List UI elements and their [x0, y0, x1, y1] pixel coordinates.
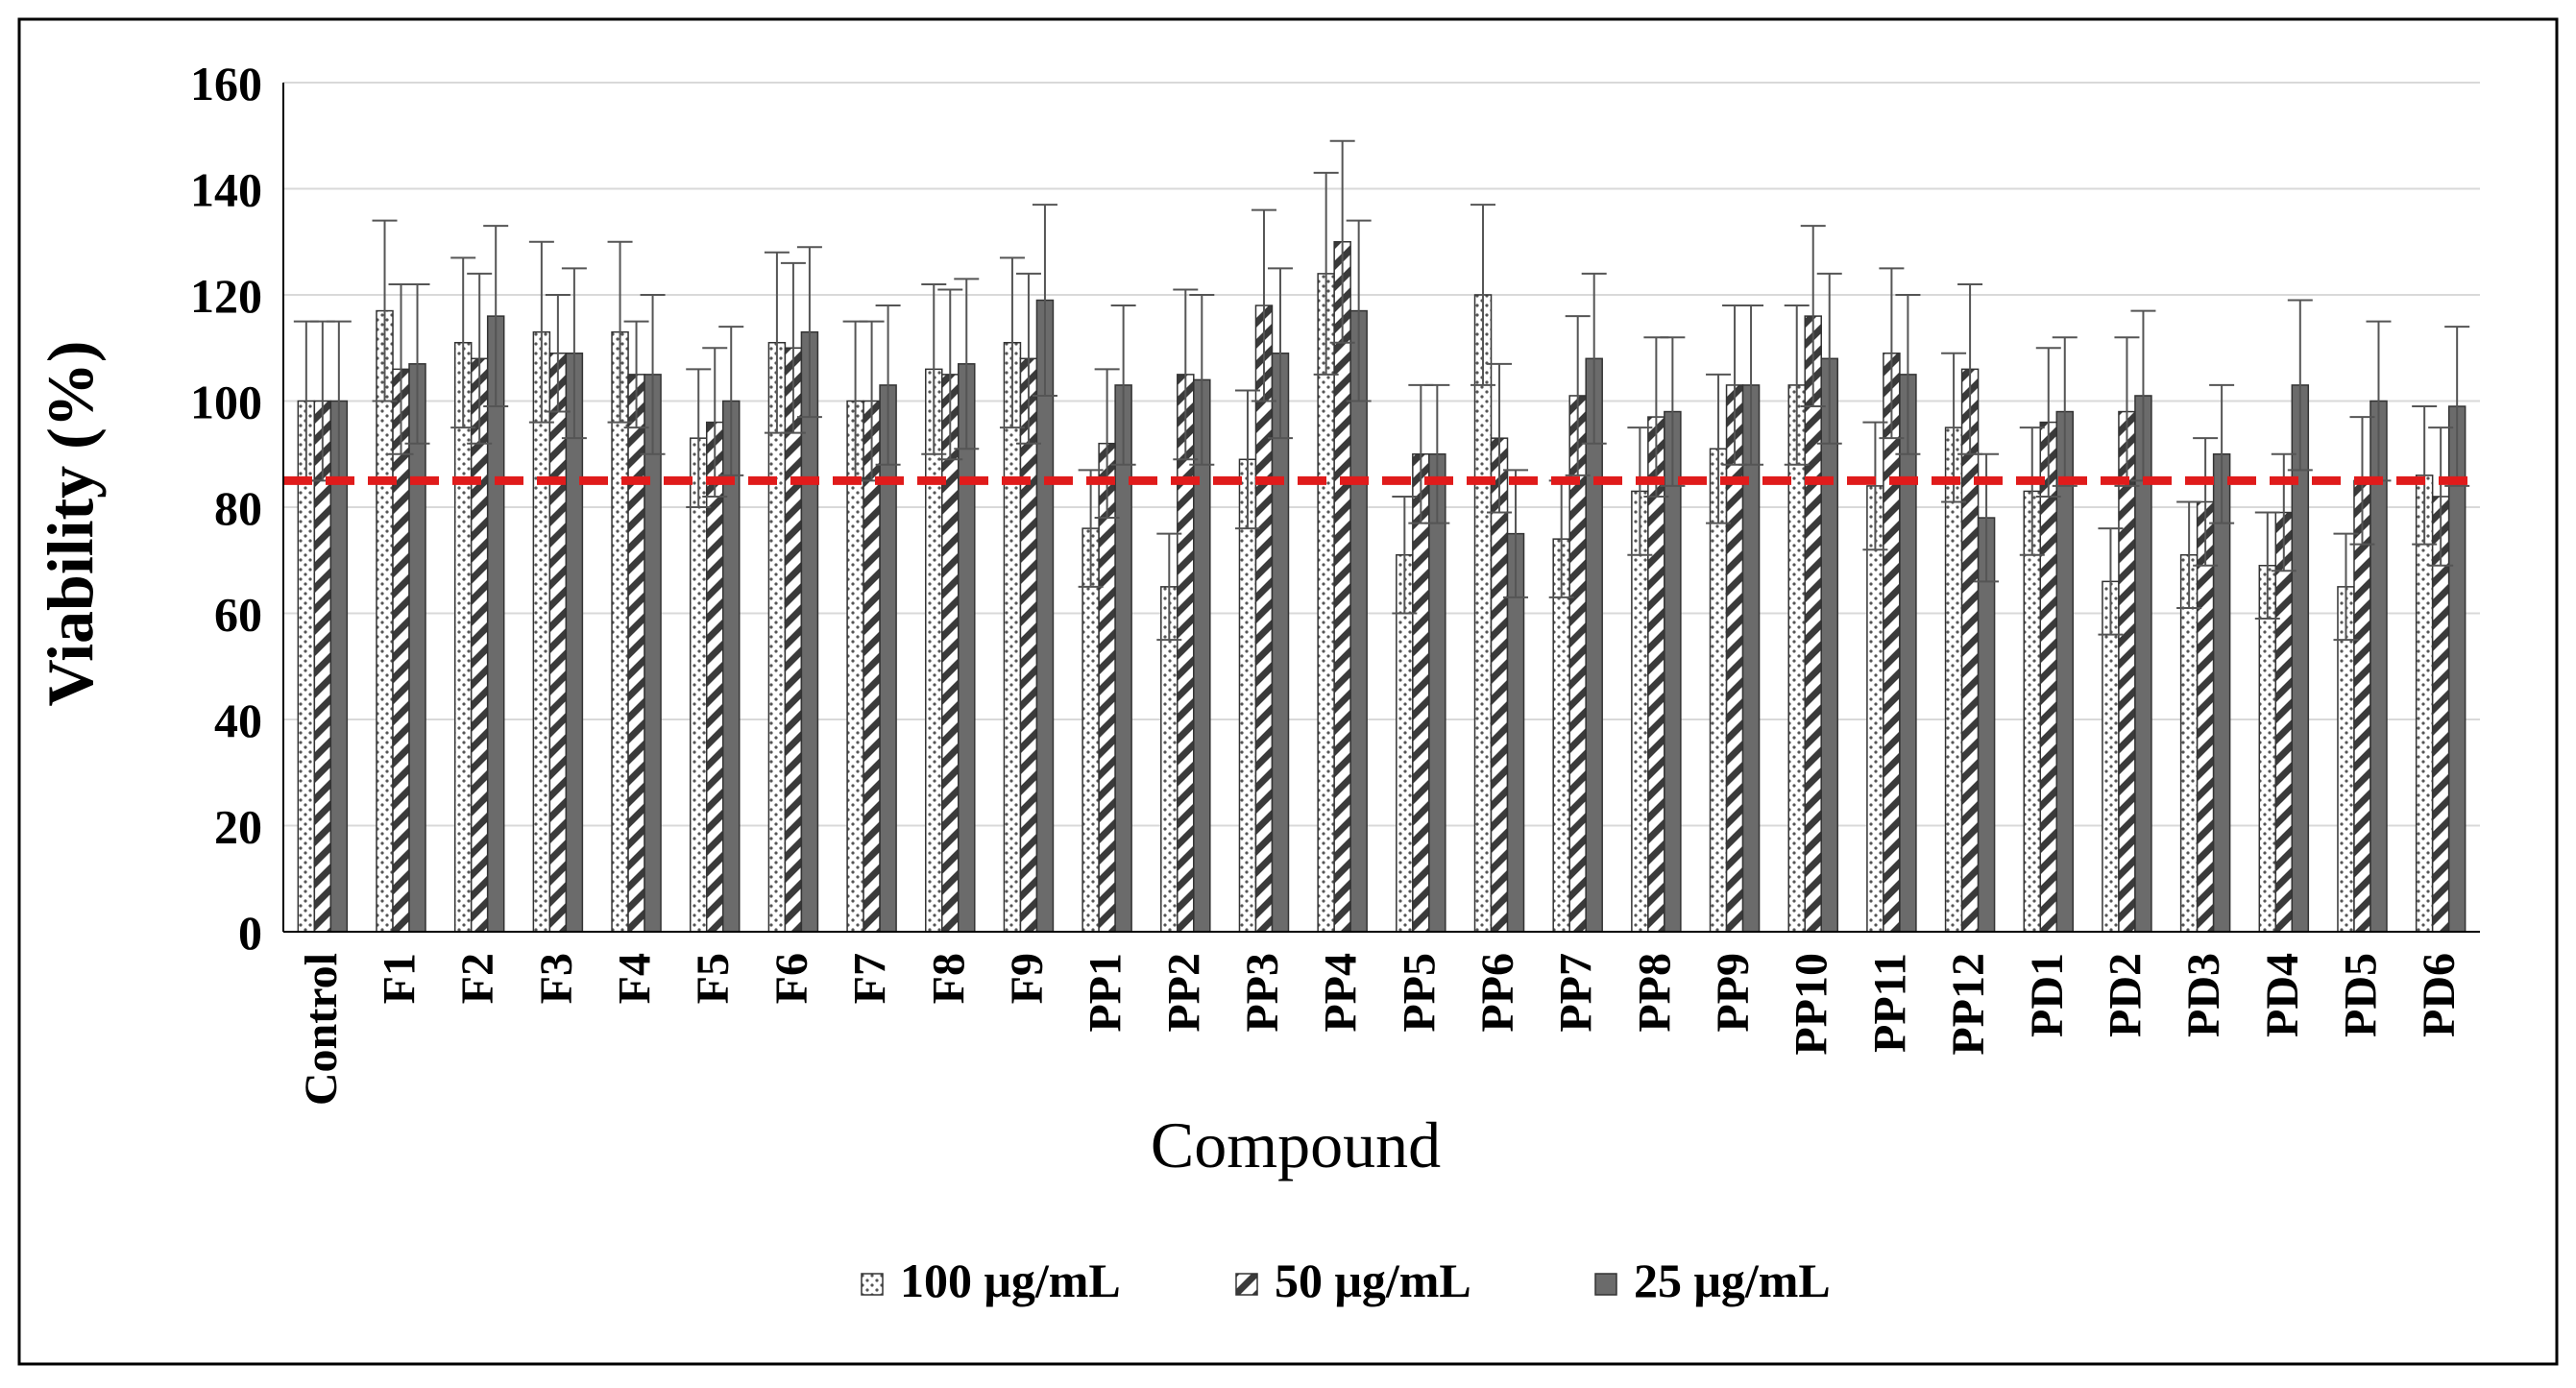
bar-solid — [2212, 453, 2231, 933]
bar-solid — [1820, 357, 1838, 933]
x-axis-title: Compound — [1151, 1108, 1441, 1181]
x-tick-label: PP3 — [1237, 953, 1288, 1033]
x-tick-label: PD5 — [2335, 953, 2386, 1037]
x-tick-label: Control — [296, 953, 347, 1106]
bar-solid — [2055, 410, 2075, 933]
legend-swatch-solid — [1594, 1273, 1617, 1296]
x-tick-label: PD2 — [2100, 953, 2151, 1037]
bar-dots — [689, 437, 708, 933]
bar-dots — [1003, 341, 1022, 933]
x-axis-ticks: Control F1 F2 F3 F4 F5 F6 F7 F8 F9 PP1 PP2 PP3 PP4 PP5… — [296, 953, 2465, 1106]
y-tick-label: 0 — [238, 906, 262, 960]
bar-hatch — [705, 421, 724, 933]
x-tick-label: PP6 — [1472, 953, 1523, 1033]
bar-solid — [1741, 384, 1761, 933]
bar-solid — [1585, 357, 1603, 933]
y-tick-label: 140 — [190, 163, 262, 217]
x-tick-label: PD6 — [2414, 953, 2465, 1037]
bar-dots — [1944, 426, 1963, 933]
bar-hatch — [1019, 357, 1038, 933]
x-tick-label: PP8 — [1629, 953, 1680, 1033]
bar-hatch — [2039, 421, 2058, 933]
bar-dots — [2258, 565, 2277, 933]
x-tick-label: PP10 — [1786, 953, 1837, 1056]
bar-dots — [2023, 490, 2042, 933]
bar-solid — [1349, 309, 1368, 933]
x-tick-label: F8 — [923, 953, 974, 1004]
bar-solid — [1664, 410, 1682, 933]
bar-dots — [1238, 458, 1257, 933]
x-tick-label: PD3 — [2178, 953, 2229, 1037]
x-tick-label: PD1 — [2022, 953, 2073, 1037]
y-axis-title: Viability (%) — [34, 341, 107, 707]
bar-dots — [376, 309, 394, 933]
bar-hatch — [548, 353, 568, 933]
bar-dots — [1473, 294, 1493, 933]
x-tick-label: PP1 — [1081, 953, 1131, 1033]
bar-hatch — [784, 347, 803, 933]
x-tick-label: PP12 — [1943, 953, 1994, 1056]
bar-dots — [1081, 527, 1100, 933]
x-tick-label: F5 — [688, 953, 739, 1004]
bar-hatch — [627, 374, 645, 933]
x-tick-label: F9 — [1002, 953, 1053, 1004]
y-tick-label: 120 — [190, 269, 262, 323]
bar-dots — [453, 341, 473, 933]
legend-swatch-dots — [861, 1273, 884, 1296]
x-tick-label: PD4 — [2257, 953, 2308, 1037]
legend-label: 50 μg/mL — [1275, 1254, 1471, 1307]
x-tick-label: F7 — [845, 953, 896, 1004]
bar-solid — [565, 353, 584, 933]
x-tick-label: PP11 — [1864, 953, 1915, 1053]
bar-solid — [486, 315, 505, 933]
bar-dots — [1631, 490, 1649, 933]
y-tick-label: 160 — [190, 57, 262, 110]
x-tick-label: F2 — [452, 953, 503, 1004]
bar-dots — [1787, 384, 1806, 933]
y-tick-label: 80 — [214, 481, 262, 535]
y-tick-label: 100 — [190, 376, 262, 429]
bar-dots — [2179, 553, 2199, 933]
legend-swatch-hatch — [1235, 1273, 1258, 1296]
bar-solid — [408, 363, 426, 933]
bar-solid — [1271, 353, 1290, 933]
x-tick-label: PP2 — [1158, 953, 1209, 1033]
x-tick-label: F6 — [766, 953, 817, 1004]
x-tick-label: F1 — [375, 953, 425, 1004]
bar-solid — [644, 374, 662, 933]
bar-hatch — [2353, 479, 2371, 933]
bar-solid — [800, 330, 819, 933]
legend-label: 100 μg/mL — [900, 1254, 1121, 1307]
legend: 100 μg/mL 50 μg/mL 25 μg/mL — [861, 1254, 1831, 1307]
bar-hatch — [1804, 315, 1822, 933]
bar-hatch — [1725, 384, 1744, 933]
y-tick-label: 20 — [214, 800, 262, 854]
bar-hatch — [1333, 241, 1351, 933]
bar-hatch — [1883, 353, 1901, 933]
legend-label: 25 μg/mL — [1634, 1254, 1831, 1307]
x-tick-label: F4 — [610, 953, 661, 1004]
bar-solid — [1899, 374, 1917, 933]
bar-hatch — [2118, 410, 2136, 933]
bar-hatch — [1412, 453, 1430, 933]
bar-solid — [1428, 453, 1446, 933]
x-tick-label: PP7 — [1551, 953, 1602, 1033]
bar-solid — [879, 384, 897, 933]
y-axis-ticks: 0 20 40 60 80 100 120 140 160 — [190, 57, 262, 960]
x-tick-label: PP5 — [1394, 953, 1445, 1033]
y-tick-label: 40 — [214, 694, 262, 747]
error-bars — [293, 139, 2470, 642]
y-tick-label: 60 — [214, 588, 262, 642]
bar-dots — [1866, 485, 1884, 933]
bar-hatch — [2274, 511, 2294, 933]
x-tick-label: PP9 — [1708, 953, 1759, 1033]
x-tick-label: F3 — [531, 953, 582, 1004]
bar-hatch — [470, 357, 489, 933]
x-tick-label: PP4 — [1316, 953, 1367, 1033]
bar-solid — [1114, 384, 1132, 933]
